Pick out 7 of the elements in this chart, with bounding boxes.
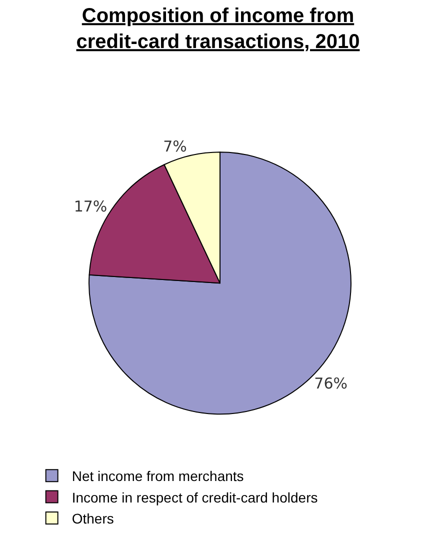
data-label: 17% xyxy=(74,198,108,216)
legend-label: Net income from merchants xyxy=(72,468,244,484)
data-label: 76% xyxy=(314,374,348,392)
legend-label: Others xyxy=(72,510,114,526)
chart-title: Composition of income from credit-card transactions, 2010 xyxy=(76,5,360,54)
data-label: 7% xyxy=(163,138,187,156)
legend-label: Income in respect of credit-card holders xyxy=(72,489,318,506)
